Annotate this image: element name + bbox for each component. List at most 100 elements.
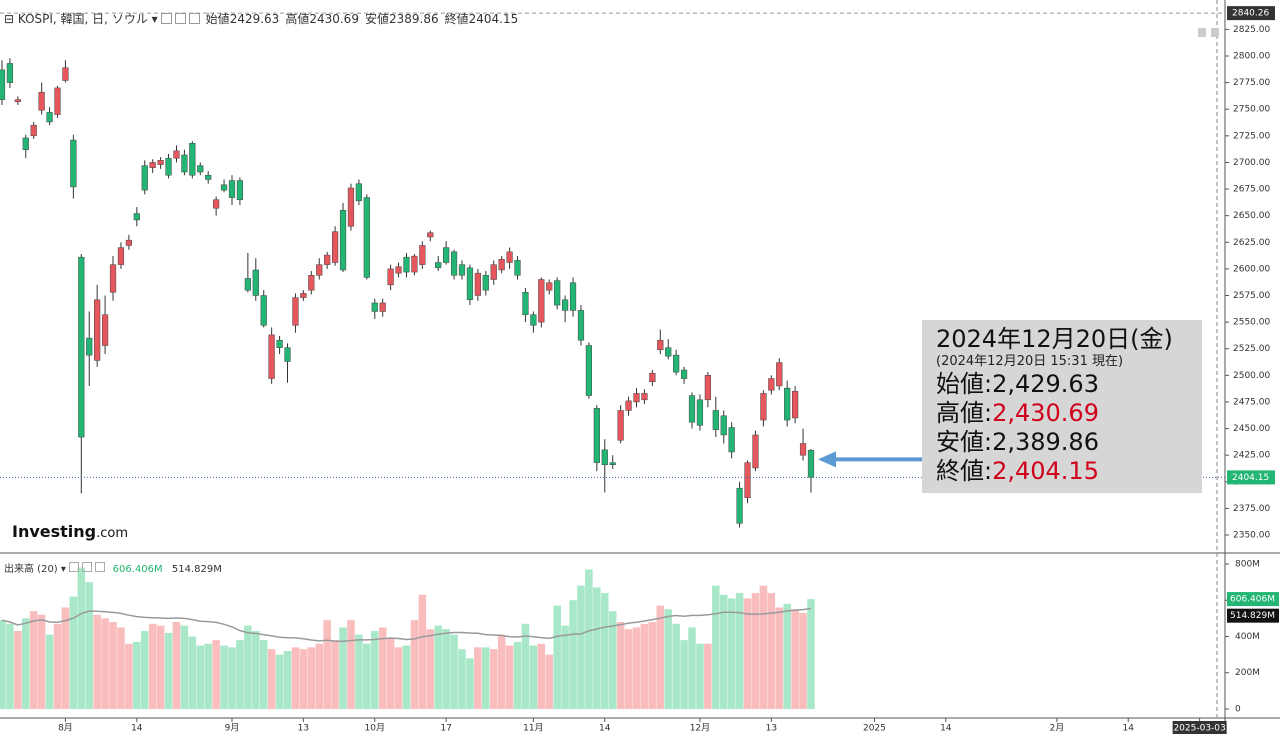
volume-bar — [577, 585, 585, 709]
volume-bar — [53, 623, 62, 709]
candle-body — [205, 174, 212, 180]
y-tick-label: 2800.00 — [1233, 51, 1270, 61]
ohlc-name: 高値 — [285, 12, 310, 26]
volume-bar — [735, 592, 744, 709]
logo-suffix: .com — [96, 526, 129, 541]
candle-body — [101, 314, 109, 346]
candle-body — [284, 347, 291, 362]
callout-row: 高値:2,430.69 — [936, 399, 1188, 428]
volume-bar — [244, 625, 252, 709]
candle-body — [54, 87, 61, 115]
volume-bar — [402, 645, 411, 709]
volume-bar — [624, 629, 633, 709]
candle-body — [641, 393, 648, 401]
ohlc-name: 終値 — [444, 12, 469, 26]
y-tick-label: 2475.00 — [1233, 397, 1270, 407]
candle-body — [752, 434, 759, 469]
y-tick-label: 2825.00 — [1233, 25, 1270, 35]
candle-body — [419, 245, 426, 265]
volume-bar — [426, 629, 435, 709]
candle-body — [149, 162, 156, 169]
volume-bar — [712, 585, 720, 709]
callout: 2024年12月20日(金) (2024年12月20日 15:31 現在) 始値… — [922, 320, 1202, 493]
volume-bar — [252, 631, 260, 709]
volume-bar — [125, 643, 133, 709]
x-tick-label: 12月 — [690, 723, 710, 734]
volume-bar — [228, 647, 236, 709]
candle-body — [86, 337, 93, 356]
candle-body — [300, 293, 307, 298]
volume-bar — [783, 603, 791, 709]
volume-last: 606.406M — [112, 564, 163, 575]
volume-bar — [680, 640, 688, 709]
ohlc-value: 2404.15 — [468, 12, 519, 26]
candle-body — [538, 279, 545, 323]
candle-body — [799, 443, 807, 456]
candle-body — [220, 184, 228, 191]
candle-body — [435, 262, 442, 269]
candle-body — [403, 256, 410, 273]
volume-bar — [259, 640, 268, 709]
volume-bar — [323, 620, 331, 709]
volume-bar — [418, 594, 427, 709]
volume-header: 出来高 (20) ▾ 606.406M 514.829M — [4, 562, 222, 575]
volume-bar — [743, 598, 752, 709]
candle-body — [339, 210, 347, 271]
candle-body — [117, 247, 125, 265]
volume-bar — [696, 643, 704, 709]
candle-body — [530, 314, 537, 326]
y-tick-label: 2700.00 — [1233, 158, 1270, 168]
candle-body — [308, 275, 315, 291]
row-value: 2,389.86 — [992, 428, 1099, 456]
candle-body — [6, 63, 14, 83]
y-tick-label: 2525.00 — [1233, 344, 1270, 354]
volume-bar — [553, 605, 561, 709]
volume-bar — [751, 592, 760, 709]
callout-row: 安値:2,389.86 — [936, 428, 1188, 457]
volume-bar — [220, 645, 228, 709]
y-tick-label: 2750.00 — [1233, 105, 1270, 115]
candle-body — [347, 187, 355, 227]
x-tick-label: 8月 — [58, 723, 73, 734]
volume-bar — [363, 643, 371, 709]
y-tick-label: 2600.00 — [1233, 264, 1270, 274]
volume-bar — [22, 618, 30, 709]
y-tick-label: 2500.00 — [1233, 371, 1270, 381]
candle-body — [244, 278, 251, 291]
candle-body — [189, 143, 196, 176]
volume-bar — [77, 567, 86, 709]
candle-body — [514, 260, 521, 276]
volume-ma-line — [1, 607, 812, 643]
candle-body — [792, 391, 799, 419]
candle-body — [450, 251, 458, 276]
y-tick-label: 2675.00 — [1233, 185, 1270, 195]
volume-bar — [347, 620, 355, 709]
volume-bar — [600, 592, 609, 709]
volume-bar — [767, 592, 776, 709]
y-tick-label: 2625.00 — [1233, 238, 1270, 248]
candle-body — [363, 197, 370, 278]
volume-bar — [339, 627, 347, 709]
volume-tag-label: 606.406M — [1230, 595, 1275, 605]
volume-bar — [775, 607, 784, 709]
volume-bar — [521, 623, 530, 709]
volume-bar — [315, 643, 324, 709]
volume-bar — [632, 627, 641, 709]
candle-body — [498, 259, 505, 271]
volume-bar — [101, 618, 109, 709]
candle-body — [125, 239, 132, 246]
candle-body — [157, 160, 164, 165]
volume-bar — [450, 634, 458, 709]
volume-bar — [370, 631, 379, 709]
volume-ma: 514.829M — [171, 564, 222, 575]
candle-body — [38, 91, 45, 111]
y-tick-label: 2550.00 — [1233, 318, 1270, 328]
candle-body — [577, 310, 585, 341]
volume-bar — [640, 623, 649, 709]
volume-bar — [164, 632, 173, 709]
volume-tag — [1227, 592, 1279, 607]
logo-main: Investing — [12, 522, 97, 541]
row-name: 安値: — [936, 428, 993, 456]
volume-bar — [442, 629, 450, 709]
volume-bar — [458, 649, 466, 709]
